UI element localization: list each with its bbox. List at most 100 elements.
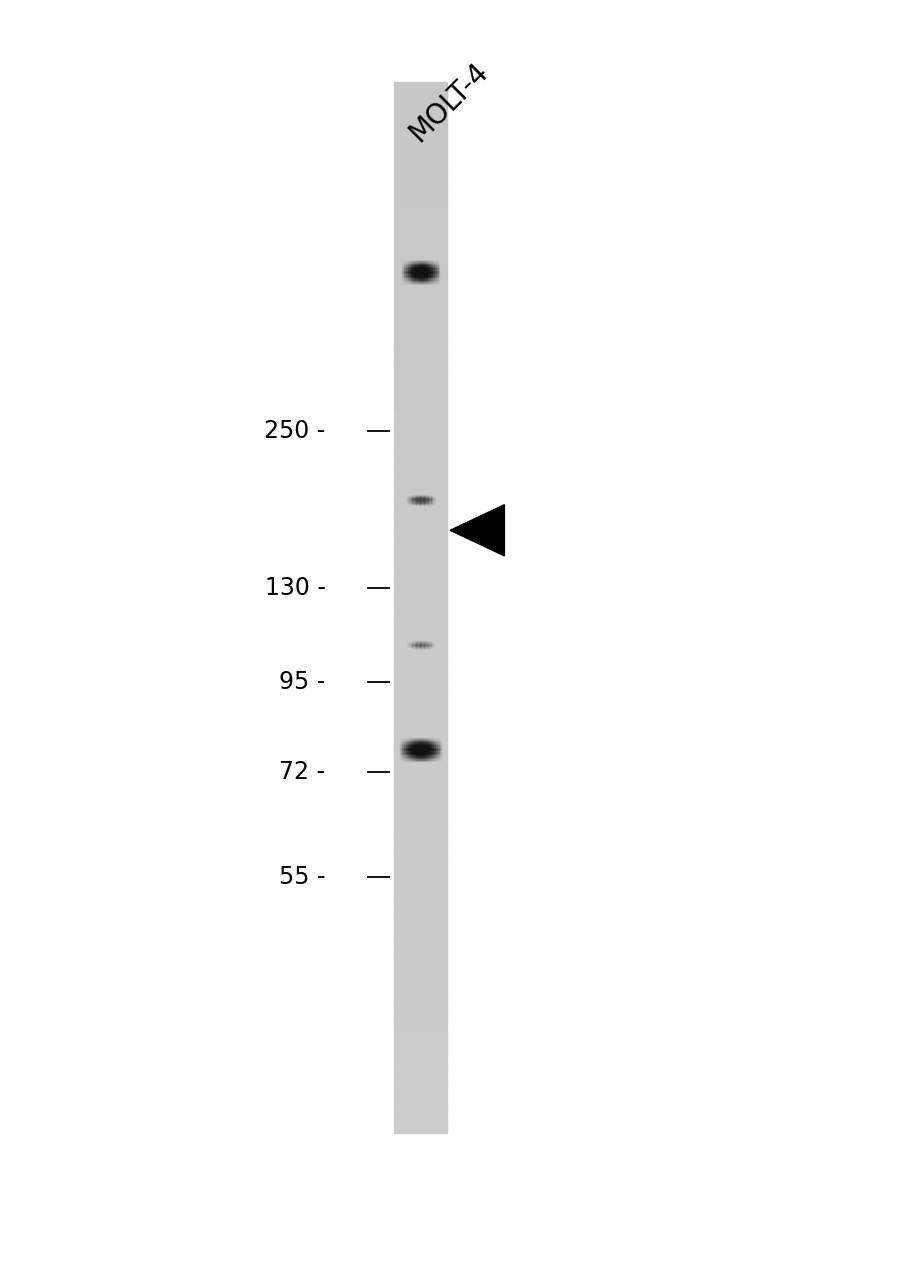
Bar <box>394 1021 446 1028</box>
Bar <box>394 785 446 791</box>
Bar <box>394 244 446 251</box>
Bar <box>394 287 446 293</box>
Bar <box>394 596 446 603</box>
Bar <box>394 439 446 445</box>
Bar <box>394 1100 446 1106</box>
Bar <box>394 559 446 566</box>
Bar <box>394 250 446 256</box>
Bar <box>394 166 446 173</box>
Bar <box>394 82 446 88</box>
Bar <box>394 901 446 908</box>
Bar <box>394 544 446 550</box>
Bar <box>394 1084 446 1091</box>
Bar <box>394 202 446 209</box>
Bar <box>394 959 446 965</box>
Bar <box>394 974 446 980</box>
Bar <box>394 197 446 204</box>
Bar <box>394 1001 446 1007</box>
Bar <box>394 837 446 845</box>
Bar <box>394 874 446 881</box>
Bar <box>394 449 446 456</box>
Bar <box>394 591 446 598</box>
Bar <box>394 727 446 733</box>
Bar <box>394 140 446 146</box>
Text: 72 -: 72 - <box>279 760 325 783</box>
Bar <box>394 212 446 220</box>
Bar <box>394 911 446 918</box>
Bar <box>394 355 446 361</box>
Bar <box>394 412 446 419</box>
Bar <box>394 632 446 640</box>
Bar <box>394 664 446 671</box>
Bar <box>394 276 446 283</box>
Bar <box>394 512 446 518</box>
Bar <box>394 654 446 660</box>
Bar <box>394 922 446 928</box>
Bar <box>394 134 446 141</box>
Bar <box>394 942 446 950</box>
Bar <box>394 539 446 545</box>
Bar <box>394 486 446 493</box>
Bar <box>394 737 446 745</box>
Bar <box>394 890 446 896</box>
Bar <box>394 271 446 278</box>
Bar <box>394 937 446 943</box>
Bar <box>394 1079 446 1085</box>
Bar <box>394 832 446 838</box>
Bar <box>394 554 446 561</box>
Bar <box>394 292 446 298</box>
Bar <box>394 764 446 771</box>
Bar <box>394 387 446 393</box>
Bar <box>394 454 446 461</box>
Bar <box>394 1069 446 1075</box>
Bar <box>394 849 446 855</box>
Bar <box>394 769 446 776</box>
Bar <box>394 680 446 686</box>
Bar <box>394 407 446 413</box>
Bar <box>394 854 446 860</box>
Bar <box>394 434 446 440</box>
Bar <box>394 182 446 188</box>
Bar <box>394 989 446 996</box>
Bar <box>394 497 446 503</box>
Bar <box>394 87 446 93</box>
Bar <box>394 1016 446 1023</box>
Bar <box>394 954 446 960</box>
Bar <box>394 675 446 681</box>
Bar <box>394 470 446 476</box>
Bar <box>394 187 446 193</box>
Bar <box>394 701 446 708</box>
Bar <box>394 759 446 765</box>
Bar <box>394 685 446 692</box>
Text: MOLT-4: MOLT-4 <box>403 58 493 147</box>
Bar <box>394 570 446 576</box>
Bar <box>394 1064 446 1070</box>
Bar <box>394 864 446 870</box>
Bar <box>394 622 446 628</box>
Bar <box>394 224 446 230</box>
Bar <box>394 1105 446 1112</box>
Bar <box>394 502 446 508</box>
Bar <box>394 984 446 991</box>
Bar <box>394 155 446 161</box>
Bar <box>394 842 446 850</box>
Bar <box>394 722 446 728</box>
Bar <box>394 1042 446 1048</box>
Bar <box>394 207 446 214</box>
Bar <box>394 344 446 351</box>
Bar <box>394 564 446 571</box>
Bar <box>394 749 446 755</box>
Bar <box>394 160 446 168</box>
Bar <box>394 145 446 151</box>
Bar <box>394 534 446 540</box>
Bar <box>394 607 446 613</box>
Bar <box>394 669 446 676</box>
Bar <box>394 1089 446 1096</box>
Bar <box>394 522 446 530</box>
Bar <box>394 129 446 136</box>
Text: 95 -: 95 - <box>279 671 325 695</box>
Bar <box>394 239 446 246</box>
Bar <box>394 1059 446 1065</box>
Bar <box>394 696 446 703</box>
Bar <box>394 1032 446 1038</box>
